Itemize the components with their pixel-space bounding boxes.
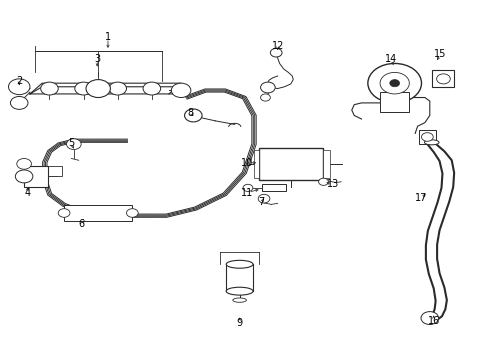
- Text: 13: 13: [326, 179, 339, 189]
- Text: 5: 5: [68, 139, 74, 148]
- Circle shape: [389, 80, 399, 87]
- Text: 17: 17: [414, 193, 427, 203]
- Ellipse shape: [226, 260, 252, 268]
- Text: 2: 2: [16, 76, 22, 86]
- Circle shape: [41, 82, 58, 95]
- Circle shape: [86, 80, 110, 98]
- Text: 1: 1: [105, 32, 111, 41]
- Text: 3: 3: [94, 54, 100, 64]
- Circle shape: [126, 209, 138, 217]
- Ellipse shape: [424, 140, 438, 145]
- Bar: [24, 166, 47, 187]
- Text: 11: 11: [240, 188, 253, 198]
- Text: 14: 14: [384, 54, 396, 64]
- Bar: [418, 130, 435, 144]
- Circle shape: [17, 158, 31, 169]
- Bar: [379, 92, 408, 112]
- Text: 6: 6: [78, 219, 84, 229]
- Circle shape: [15, 170, 33, 183]
- Circle shape: [260, 94, 270, 101]
- Circle shape: [109, 82, 126, 95]
- Text: 8: 8: [187, 108, 194, 118]
- Bar: [254, 149, 259, 178]
- Text: 7: 7: [258, 197, 264, 207]
- Polygon shape: [30, 87, 181, 94]
- Circle shape: [318, 178, 328, 185]
- Circle shape: [171, 83, 190, 98]
- Circle shape: [66, 139, 81, 149]
- Circle shape: [10, 96, 28, 109]
- Text: 15: 15: [433, 49, 446, 59]
- Bar: [64, 205, 132, 221]
- Circle shape: [367, 63, 421, 103]
- Circle shape: [75, 82, 92, 95]
- Circle shape: [270, 48, 282, 57]
- Bar: [261, 184, 285, 192]
- Circle shape: [184, 109, 202, 122]
- Circle shape: [243, 184, 252, 192]
- Circle shape: [436, 74, 449, 84]
- Bar: [322, 149, 329, 178]
- Text: 4: 4: [24, 188, 31, 198]
- Circle shape: [258, 194, 269, 203]
- Bar: [431, 70, 453, 87]
- Text: 9: 9: [236, 319, 242, 328]
- Ellipse shape: [232, 298, 246, 302]
- Circle shape: [421, 133, 432, 141]
- Circle shape: [143, 82, 160, 95]
- Text: 12: 12: [271, 41, 283, 50]
- Text: 10: 10: [240, 158, 253, 168]
- Ellipse shape: [226, 287, 252, 295]
- Circle shape: [58, 209, 70, 217]
- Circle shape: [420, 312, 438, 324]
- Text: 16: 16: [427, 316, 439, 325]
- Circle shape: [8, 79, 30, 95]
- Circle shape: [379, 72, 408, 94]
- Circle shape: [260, 82, 275, 93]
- Bar: [27, 166, 61, 176]
- Bar: [259, 148, 322, 180]
